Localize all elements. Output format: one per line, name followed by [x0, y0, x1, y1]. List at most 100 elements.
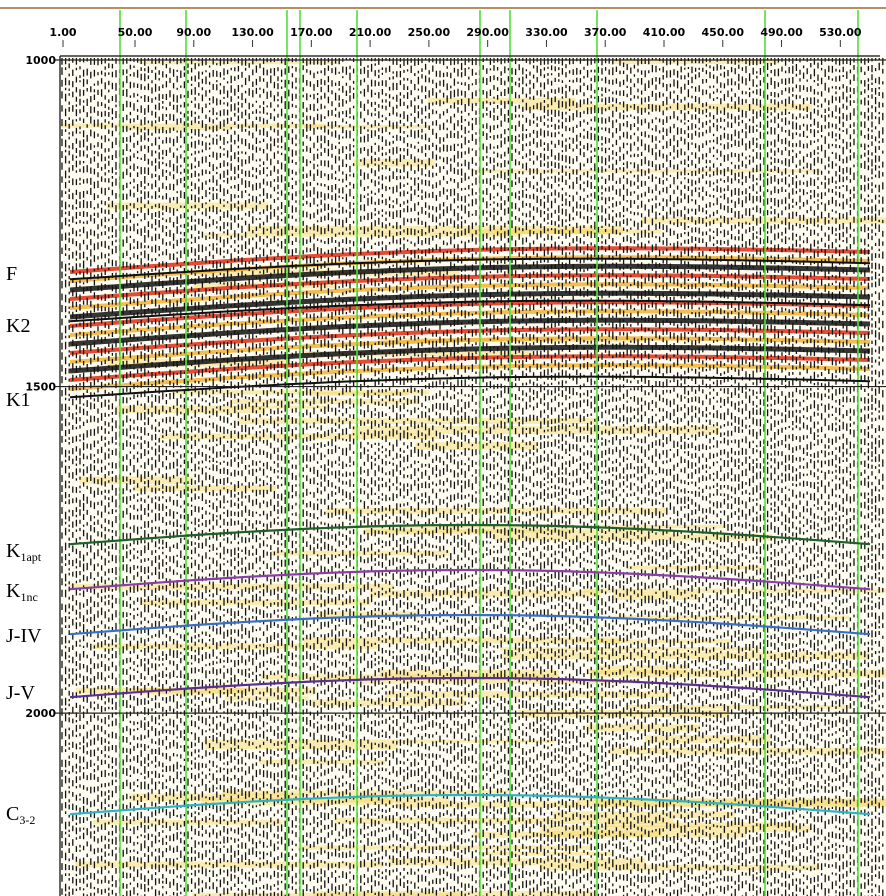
horizon-label: K2: [6, 315, 30, 337]
amplitude-band: [479, 851, 613, 856]
amplitude-band: [369, 590, 602, 597]
amplitude-band: [586, 724, 700, 732]
amplitude-band: [106, 202, 269, 209]
amplitude-band: [352, 426, 720, 435]
strong-reflector: [69, 363, 871, 391]
amplitude-band: [493, 229, 662, 234]
amplitude-band: [133, 485, 277, 492]
amplitude-band: [586, 669, 685, 675]
amplitude-band: [114, 405, 266, 414]
horizon-name: K: [6, 540, 21, 562]
amplitude-band: [353, 679, 640, 684]
amplitude-band: [627, 704, 853, 709]
amplitude-band: [540, 825, 811, 832]
amplitude-band: [222, 790, 509, 796]
amplitude-band: [124, 127, 231, 131]
x-tick-label: 210.00: [349, 26, 392, 39]
strong-reflector: [69, 344, 871, 374]
horizon-label: K1apt: [6, 540, 42, 564]
strong-reflector: [69, 246, 871, 274]
amplitude-band: [304, 350, 534, 357]
horizon-line: [69, 257, 871, 281]
strong-reflector: [69, 300, 871, 328]
amplitude-band: [502, 652, 870, 660]
amplitude-band: [203, 739, 556, 743]
amplitude-band: [521, 103, 812, 111]
y-tick-label: 2000: [25, 707, 56, 720]
amplitude-band: [205, 742, 398, 750]
horizon-name: J-V: [6, 682, 35, 704]
x-tick-label: 1.00: [49, 26, 76, 39]
horizon-name: C: [6, 803, 19, 825]
amplitude-band: [309, 391, 409, 396]
amplitude-band: [472, 169, 821, 173]
amplitude-band: [311, 699, 467, 707]
amplitude-band: [69, 583, 394, 590]
strong-reflector: [69, 317, 871, 347]
horizon-line: [69, 676, 871, 699]
amplitude-band: [79, 476, 193, 485]
x-tick-label: 290.00: [466, 26, 509, 39]
strong-reflector: [69, 327, 871, 355]
amplitude-band: [385, 691, 672, 698]
amplitude-band: [325, 507, 668, 514]
amplitude-band: [334, 817, 674, 825]
strong-reflector: [69, 263, 871, 293]
amplitude-band: [261, 674, 559, 680]
amplitude-band: [493, 534, 773, 541]
horizon-line: [69, 299, 871, 323]
x-tick-label: 530.00: [819, 26, 862, 39]
amplitude-band: [236, 418, 599, 424]
amplitude-band: [270, 550, 450, 556]
amplitude-band: [60, 123, 327, 128]
amplitude-band: [304, 637, 622, 644]
amplitude-band: [598, 665, 691, 669]
amplitude-band: [298, 845, 591, 850]
horizon-label: J-IV: [6, 625, 42, 647]
amplitude-band: [141, 599, 371, 606]
x-tick-label: 410.00: [643, 26, 686, 39]
x-tick-label: 50.00: [118, 26, 153, 39]
amplitude-band: [353, 158, 435, 167]
amplitude-band: [172, 390, 430, 395]
amplitude-band: [605, 822, 797, 828]
horizon-subscript: 1apt: [20, 550, 41, 564]
horizon-label: K1: [6, 389, 30, 411]
amplitude-band: [598, 639, 731, 644]
horizon-label: C3-2: [6, 803, 35, 827]
x-tick-label: 330.00: [525, 26, 568, 39]
amplitude-band: [594, 799, 886, 808]
amplitude-band: [201, 797, 394, 805]
amplitude-band: [388, 858, 646, 866]
amplitude-band: [247, 226, 623, 235]
x-tick-label: 130.00: [231, 26, 274, 39]
amplitude-band: [609, 747, 886, 755]
amplitude-band: [225, 696, 309, 701]
amplitude-band: [192, 892, 462, 896]
amplitude-band: [92, 643, 378, 649]
horizon-label: F: [6, 263, 17, 285]
horizon-label: J-V: [6, 682, 35, 704]
horizon-line: [69, 568, 871, 591]
amplitude-band: [75, 861, 384, 868]
amplitude-band: [627, 565, 766, 570]
amplitude-band: [304, 124, 431, 129]
strong-reflector: [69, 336, 871, 364]
horizon-name: K2: [6, 315, 30, 337]
horizon-name: K: [6, 580, 21, 602]
plot-area: [60, 10, 886, 896]
amplitude-band: [576, 798, 886, 807]
strong-reflector: [69, 354, 871, 382]
strong-reflector: [69, 290, 871, 320]
amplitude-band: [313, 890, 596, 896]
x-tick-label: 450.00: [702, 26, 745, 39]
horizon-line: [69, 375, 871, 399]
horizon-line: [69, 613, 871, 636]
x-tick-label: 170.00: [290, 26, 333, 39]
amplitude-band: [395, 801, 581, 808]
x-tick-label: 490.00: [760, 26, 803, 39]
y-tick-label: 1500: [25, 381, 56, 394]
amplitude-band: [613, 592, 700, 600]
